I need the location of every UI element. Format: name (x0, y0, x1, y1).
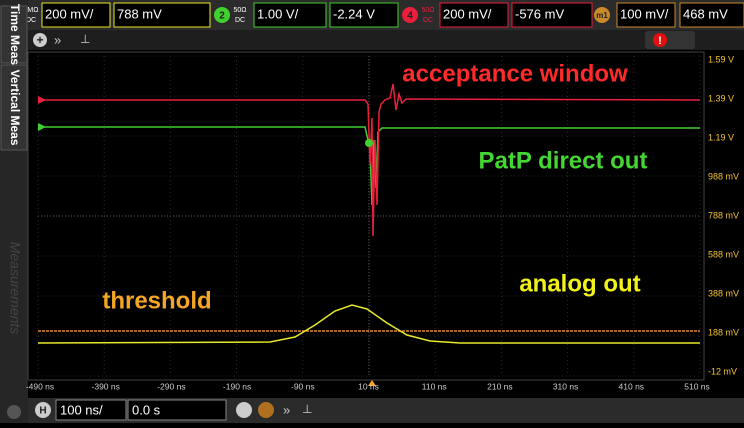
sidebar-tab-label[interactable]: Vertical Meas (8, 69, 22, 145)
horizontal-badge (35, 402, 51, 418)
ch4-ground-marker (38, 96, 46, 104)
y-axis-label: 988 mV (708, 171, 739, 181)
channel-impedance: 1MΩ (24, 7, 39, 14)
x-axis-label: -490 ns (26, 381, 54, 391)
x-axis-label: 310 ns (553, 381, 579, 391)
channel-offset: -576 mV (515, 6, 564, 21)
y-axis-label: -12 mV (708, 366, 737, 376)
y-axis-label: 188 mV (708, 327, 739, 337)
channel-offset: 468 mV (683, 6, 728, 21)
ch2-ground-marker (38, 123, 46, 131)
x-axis-label: -290 ns (157, 381, 185, 391)
channel-offset: 788 mV (117, 6, 162, 21)
horizontal-label: H (39, 406, 46, 417)
x-axis-label: -390 ns (92, 381, 120, 391)
sidebar-tab-label[interactable]: Time Meas (8, 4, 22, 65)
timebase-box[interactable] (55, 399, 127, 421)
expand-icon[interactable]: » (283, 402, 290, 417)
channel-coupling: DC (235, 17, 245, 24)
channel-badge[interactable] (214, 7, 230, 23)
channel-badge[interactable] (402, 7, 418, 23)
trigger-marker (365, 139, 373, 147)
trace-ch1 (37, 304, 700, 344)
sidebar-collapse[interactable] (7, 405, 21, 419)
channel-impedance: 50Ω (233, 7, 246, 14)
x-axis-label: 110 ns (422, 381, 447, 391)
channel-coupling: DC (423, 17, 433, 24)
y-axis-label: 1.59 V (708, 54, 734, 64)
y-axis-label: 1.39 V (708, 93, 734, 103)
offset-box[interactable] (329, 2, 399, 28)
zoom-icon[interactable] (236, 402, 252, 418)
add-button[interactable] (33, 33, 47, 47)
mode-icon[interactable] (258, 402, 274, 418)
channel-impedance: 50Ω (421, 7, 434, 14)
annotation: analog out (519, 270, 640, 297)
alert-mark: ! (658, 35, 662, 47)
channel-badge[interactable] (594, 7, 610, 23)
channel-coupling: DC (26, 17, 36, 24)
trace-ch4 (38, 83, 701, 237)
scale-box[interactable] (253, 2, 327, 28)
alert-box[interactable] (645, 31, 695, 49)
y-axis-label: 588 mV (708, 249, 739, 259)
sidebar-tab[interactable] (0, 5, 28, 64)
offset-box[interactable] (113, 2, 211, 28)
x-axis-label: 10 ns (358, 381, 379, 391)
scale-box[interactable] (41, 2, 111, 28)
annotation: threshold (102, 287, 211, 314)
alert-icon (653, 33, 667, 47)
secondary-toolbar (28, 30, 744, 50)
x-axis-label: 510 ns (684, 381, 710, 391)
annotation: acceptance window (402, 60, 628, 87)
channel-scale: 200 mV/ (443, 6, 492, 21)
offset-box[interactable] (679, 2, 744, 28)
scale-box[interactable] (439, 2, 509, 28)
y-axis-label: 1.19 V (708, 132, 734, 142)
plot-border (27, 51, 705, 381)
channel-number: 4 (407, 11, 413, 22)
x-axis-label: -90 ns (291, 381, 315, 391)
x-axis-label: -190 ns (223, 381, 251, 391)
x-axis-label: 410 ns (619, 381, 645, 391)
scale-box[interactable] (616, 2, 676, 28)
sidebar-tab-label: Measurements (7, 242, 23, 335)
expand-icon[interactable]: » (54, 32, 61, 47)
sidebar-tab[interactable] (0, 64, 28, 151)
channel-number: 2 (219, 11, 225, 22)
channel-offset: -2.24 V (333, 6, 375, 21)
channel-number: m1 (596, 11, 608, 20)
timebase: 100 ns/ (60, 402, 103, 417)
offset-box[interactable] (511, 2, 593, 28)
pin-icon[interactable]: ⊥ (80, 32, 90, 46)
pin-icon[interactable]: ⊥ (302, 402, 312, 416)
y-axis-label: 388 mV (708, 288, 739, 298)
channel-scale: 200 mV/ (45, 6, 94, 21)
channel-scale: 1.00 V/ (257, 6, 299, 21)
trigger-time-marker (368, 380, 376, 386)
y-axis-label: 788 mV (708, 210, 739, 220)
time-position: 0.0 s (132, 402, 161, 417)
annotation: PatP direct out (479, 147, 648, 174)
x-axis-label: 210 ns (487, 381, 513, 391)
channel-scale: 100 mV/ (620, 6, 669, 21)
position-box[interactable] (127, 399, 227, 421)
add-icon: + (36, 33, 43, 47)
